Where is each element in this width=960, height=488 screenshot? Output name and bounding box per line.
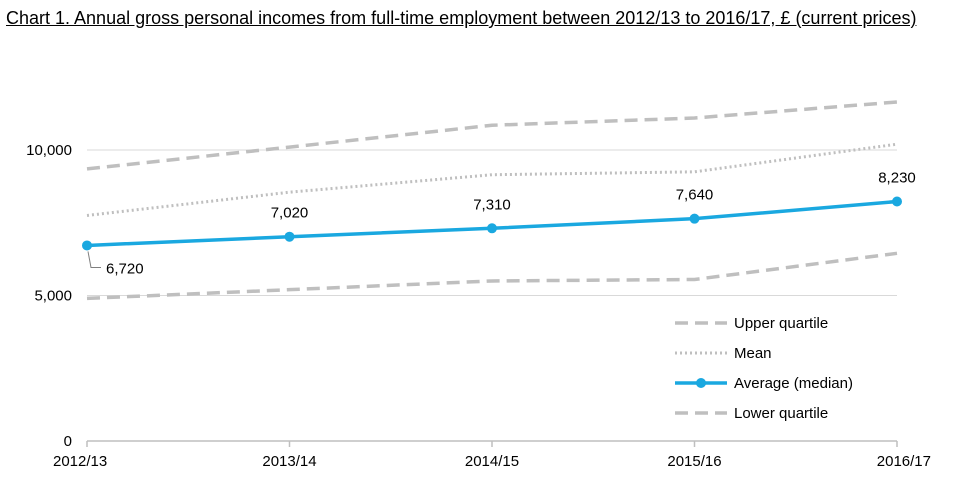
data-label: 7,310 — [473, 196, 511, 213]
data-label: 7,020 — [271, 205, 309, 222]
data-label: 6,720 — [106, 260, 144, 277]
gridlines — [87, 149, 897, 296]
legend-label: Lower quartile — [734, 405, 828, 422]
data-label: 8,230 — [878, 170, 916, 187]
legend: Upper quartile Mean Average (median) Lower … — [675, 315, 853, 422]
median-point — [892, 196, 902, 207]
x-tick-label: 2016/17 — [877, 453, 931, 470]
x-tick-label: 2014/15 — [465, 453, 519, 470]
data-label-leader — [87, 251, 101, 268]
y-tick-label: 0 — [64, 433, 72, 450]
y-tick-label: 10,000 — [26, 142, 72, 159]
x-tick-label: 2015/16 — [667, 453, 721, 470]
x-tick-label: 2013/14 — [262, 453, 316, 470]
median-point — [82, 240, 92, 251]
series-lines — [82, 100, 902, 301]
legend-label: Average (median) — [734, 375, 853, 392]
x-tick-label: 2012/13 — [53, 453, 107, 470]
y-tick-label: 5,000 — [34, 288, 72, 305]
legend-label: Upper quartile — [734, 315, 828, 332]
axes: 0 5,000 10,000 2012/13 2013/14 2014/15 2015/16… — [26, 142, 931, 470]
series-line-upper-quartile — [86, 100, 898, 171]
data-label: 7,640 — [676, 187, 714, 204]
data-labels: 6,720 7,020 7,310 7,640 8,230 — [87, 170, 916, 277]
legend-label: Mean — [734, 345, 772, 362]
series-line-lower-quartile — [86, 251, 898, 301]
median-point — [284, 231, 295, 242]
legend-marker — [696, 378, 706, 388]
chart-title: Chart 1. Annual gross personal incomes f… — [6, 8, 917, 28]
median-point — [689, 213, 700, 224]
series-line-mean — [86, 142, 898, 217]
median-point — [487, 223, 497, 234]
